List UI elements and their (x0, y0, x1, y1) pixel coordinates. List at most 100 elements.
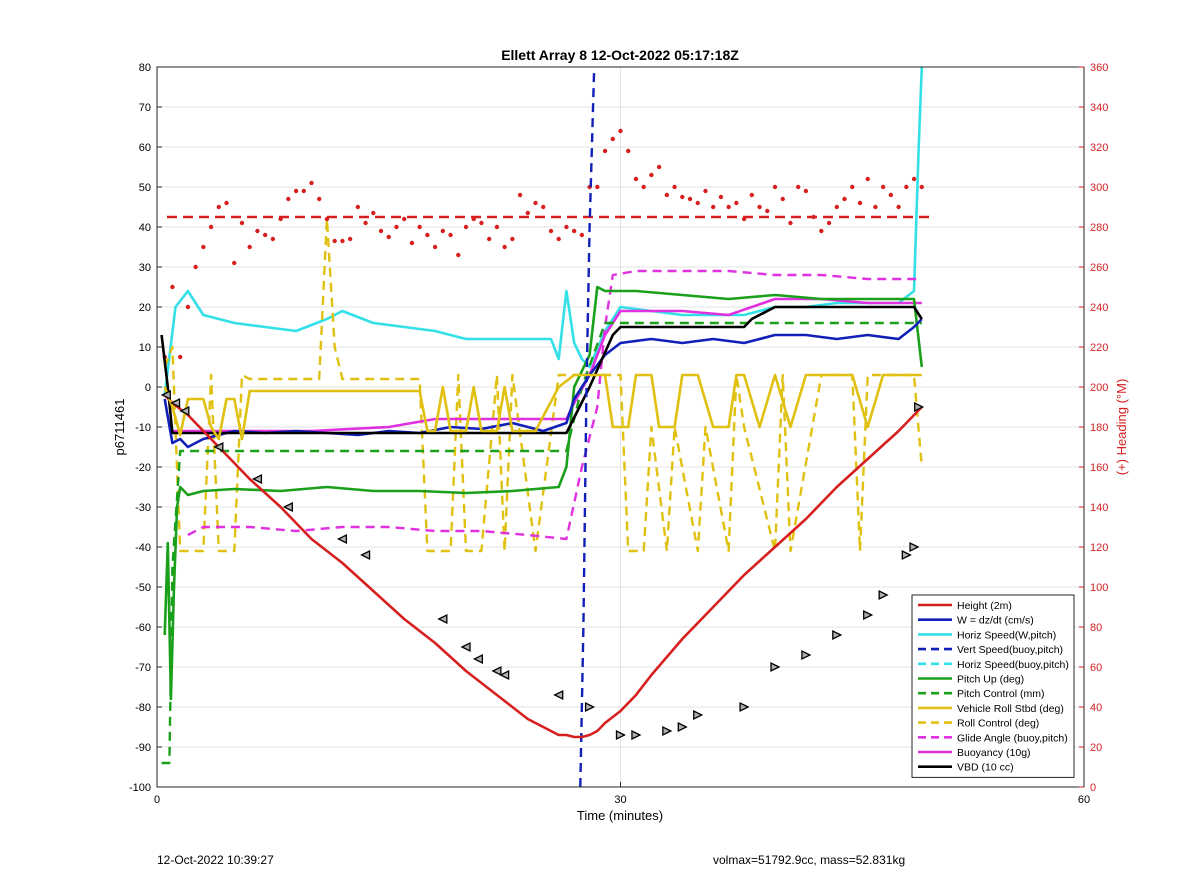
y-tick-label: 30 (139, 262, 151, 274)
heading-point (880, 184, 886, 190)
heading-point (347, 236, 353, 242)
heading-point (788, 220, 793, 226)
heading-point (842, 196, 847, 202)
heading-point (795, 184, 801, 190)
ascent-descent-marker (909, 541, 920, 553)
series-horiz-speed-w-pitch (163, 66, 924, 396)
ascent-descent-marker (437, 613, 448, 625)
y2-tick-label: 60 (1090, 662, 1102, 674)
heading-point (324, 216, 330, 222)
y2-tick-label: 0 (1090, 782, 1096, 794)
heading-point (216, 204, 221, 210)
ascent-descent-marker (615, 729, 626, 741)
legend-label-buoyancy-10g: Buoyancy (10g) (957, 747, 1031, 759)
heading-point (317, 196, 322, 202)
heading-point (741, 216, 747, 222)
heading-point (564, 224, 569, 230)
heading-point (533, 200, 538, 206)
ascent-descent-marker (662, 725, 673, 737)
heading-point (270, 236, 276, 242)
ascent-descent-marker (770, 661, 781, 673)
y2-tick-label: 40 (1090, 702, 1102, 714)
series-pitch-up-deg (163, 285, 924, 701)
heading-point (734, 200, 739, 206)
heading-point (780, 196, 785, 202)
y2-tick-label: 360 (1090, 62, 1108, 74)
y-tick-label: 40 (139, 222, 151, 234)
ascent-descent-marker (863, 609, 874, 621)
heading-point (656, 164, 662, 170)
heading-point (850, 184, 855, 190)
heading-point (888, 192, 894, 198)
y2-axis-label: (+) Heading (°M) (1114, 379, 1129, 476)
y2-tick-label: 120 (1090, 542, 1108, 554)
y-tick-label: -40 (135, 542, 151, 554)
ascent-descent-marker (251, 473, 263, 485)
heading-point (394, 224, 399, 230)
ascent-descent-marker (499, 669, 510, 681)
heading-point (633, 176, 639, 182)
series-height-2m (163, 394, 923, 739)
y-tick-label: 70 (139, 102, 151, 114)
ascent-descent-marker (553, 689, 564, 701)
legend-label-pitch-control-mm: Pitch Control (mm) (957, 688, 1045, 700)
heading-point (664, 192, 670, 198)
series-glide-angle-buoy-pitch (187, 269, 922, 541)
heading-point (610, 136, 615, 142)
legend-box (911, 594, 1075, 778)
y2-tick-label: 280 (1090, 222, 1108, 234)
heading-point (371, 210, 376, 216)
legend-label-vert-speed-buoy-pitch: Vert Speed(buoy,pitch) (957, 644, 1063, 656)
y-tick-label: 80 (139, 62, 151, 74)
heading-point (425, 232, 430, 238)
heading-point (378, 228, 384, 234)
heading-point (432, 244, 438, 250)
ascent-descent-marker (584, 701, 596, 713)
x-tick-label: 0 (154, 794, 160, 806)
y-tick-label: 0 (145, 382, 151, 394)
y-tick-label: -50 (135, 582, 151, 594)
heading-point (541, 204, 546, 210)
heading-point (448, 232, 453, 238)
y2-tick-label: 240 (1090, 302, 1108, 314)
y-tick-label: 60 (139, 142, 151, 154)
heading-point (170, 284, 175, 290)
heading-point (772, 184, 778, 190)
y-tick-label: -100 (129, 782, 151, 794)
heading-point (919, 184, 924, 190)
y-tick-label: 50 (139, 182, 151, 194)
y2-tick-label: 140 (1090, 502, 1108, 514)
y-tick-label: -90 (135, 742, 151, 754)
legend-label-horiz-speed-buoy-pitch: Horiz Speed(buoy,pitch) (957, 659, 1069, 671)
footer-volmax-mass: volmax=51792.9cc, mass=52.831kg (713, 853, 906, 867)
ascent-descent-marker (460, 641, 471, 653)
heading-point (232, 260, 237, 266)
heading-point (548, 228, 554, 234)
y2-tick-label: 260 (1090, 262, 1108, 274)
heading-point (641, 184, 646, 190)
heading-point (262, 232, 268, 238)
ascent-descent-marker (491, 665, 502, 677)
heading-point (479, 220, 484, 226)
ascent-descent-marker (160, 389, 171, 401)
heading-point (417, 224, 422, 230)
heading-point (749, 192, 755, 198)
heading-point (177, 354, 183, 360)
ascent-descent-marker (170, 397, 181, 409)
ascent-descent-marker (693, 709, 704, 721)
ascent-descent-marker (360, 549, 371, 561)
ascent-descent-marker (801, 649, 812, 661)
ascent-descent-marker (213, 441, 224, 453)
heading-point (757, 204, 762, 210)
ascent-descent-marker (832, 629, 843, 641)
series-vbd-10-cc (160, 305, 923, 435)
heading-point (502, 244, 507, 250)
heading-point (911, 176, 917, 182)
footer-timestamp: 12-Oct-2022 10:39:27 (157, 853, 274, 867)
y2-tick-label: 20 (1090, 742, 1102, 754)
heading-point (834, 204, 839, 210)
y2-tick-label: 340 (1090, 102, 1108, 114)
heading-point (332, 238, 337, 244)
series-vehicle-roll-stbd-deg (163, 373, 922, 441)
